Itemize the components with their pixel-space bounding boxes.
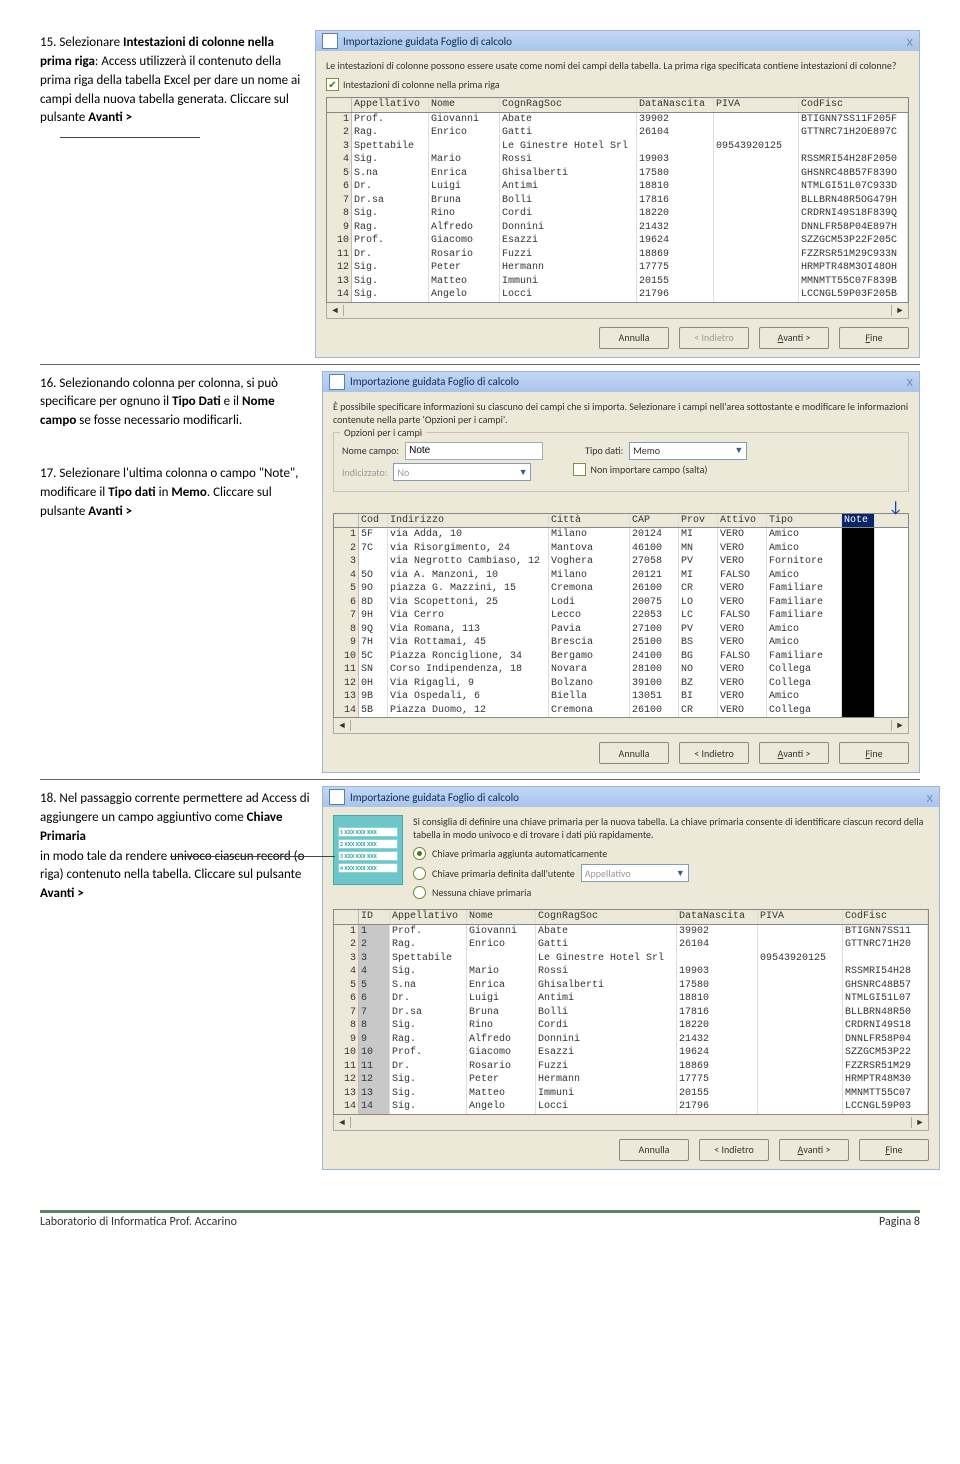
headers-checkbox[interactable]: ✔ Intestazioni di colonne nella prima ri… [326,78,909,91]
wizard-desc: È possibile specificare informazioni su … [333,400,909,426]
back-button[interactable]: < Indietro [679,742,749,764]
hscroll[interactable]: ◄► [333,718,909,734]
back-button[interactable]: < Indietro [699,1139,769,1161]
key-illustration: 1 XXX XXX XXX2 XXX XXX XXX3 XXX XXX XXX4… [333,815,403,885]
close-icon[interactable]: x [927,790,934,805]
next-button[interactable]: Avanti > [759,327,829,349]
finish-button[interactable]: Fine [839,327,909,349]
footer-rule [40,1210,920,1213]
radio-auto-pk[interactable]: Chiave primaria aggiunta automaticamente [413,847,929,860]
finish-button[interactable]: Fine [859,1139,929,1161]
hscroll[interactable]: ◄► [333,1115,929,1131]
footer-left: Laboratorio di Informatica Prof. Accarin… [40,1215,237,1229]
cancel-button[interactable]: Annulla [619,1139,689,1161]
datatype-select[interactable]: Memo▼ [629,442,747,460]
close-icon[interactable]: x [907,34,914,49]
step18-text: 18. Nel passaggio corrente permettere ad… [40,786,322,1170]
pk-field-select[interactable]: Appellativo▼ [581,864,689,882]
hscroll[interactable]: ◄► [326,303,909,319]
wizard-window-1: Importazione guidata Foglio di calcolo x… [315,30,920,358]
leader-line [170,856,335,857]
wizard-window-2: Importazione guidata Foglio di calcolox … [322,371,920,774]
close-icon[interactable]: x [907,374,914,389]
group-label: Opzioni per i campi [340,426,426,439]
step15-text: 15. Selezionare Intestazioni di colonne … [40,30,315,358]
preview-grid-1: AppellativoNomeCognRagSocDataNascitaPIVA… [326,97,909,303]
next-button[interactable]: Avanti > [779,1139,849,1161]
cancel-button[interactable]: Annulla [599,742,669,764]
titlebar: Importazione guidata Foglio di calcolo x [316,31,919,51]
window-title: Importazione guidata Foglio di calcolo [343,35,512,48]
wizard-desc: Si consiglia di definire una chiave prim… [413,815,929,841]
cancel-button[interactable]: Annulla [599,327,669,349]
wizard-desc: Le intestazioni di colonne possono esser… [326,59,909,72]
step16-text: 16. Selezionando colonna per colonna, si… [40,375,310,432]
preview-grid-3: IDAppellativoNomeCognRagSocDataNascitaPI… [333,909,929,1115]
skip-checkbox[interactable]: Non importare campo (salta) [573,463,707,476]
preview-grid-2: CodIndirizzoCittàCAPProvAttivoTipoNote15… [333,513,909,719]
next-button[interactable]: Avanti > [759,742,829,764]
radio-user-pk[interactable]: Chiave primaria definita dall'utente App… [413,864,929,882]
footer-right: Pagina 8 [879,1215,920,1229]
step17-text: 17. Selezionare l'ultima colonna o campo… [40,465,310,522]
indexed-select: No▼ [393,463,531,481]
radio-no-pk[interactable]: Nessuna chiave primaria [413,886,929,899]
window-icon [322,33,338,49]
leader-line [60,137,200,138]
field-name-input[interactable] [405,442,543,460]
wizard-window-3: Importazione guidata Foglio di calcolox … [322,786,940,1170]
finish-button[interactable]: Fine [839,742,909,764]
back-button[interactable]: < Indietro [679,327,749,349]
